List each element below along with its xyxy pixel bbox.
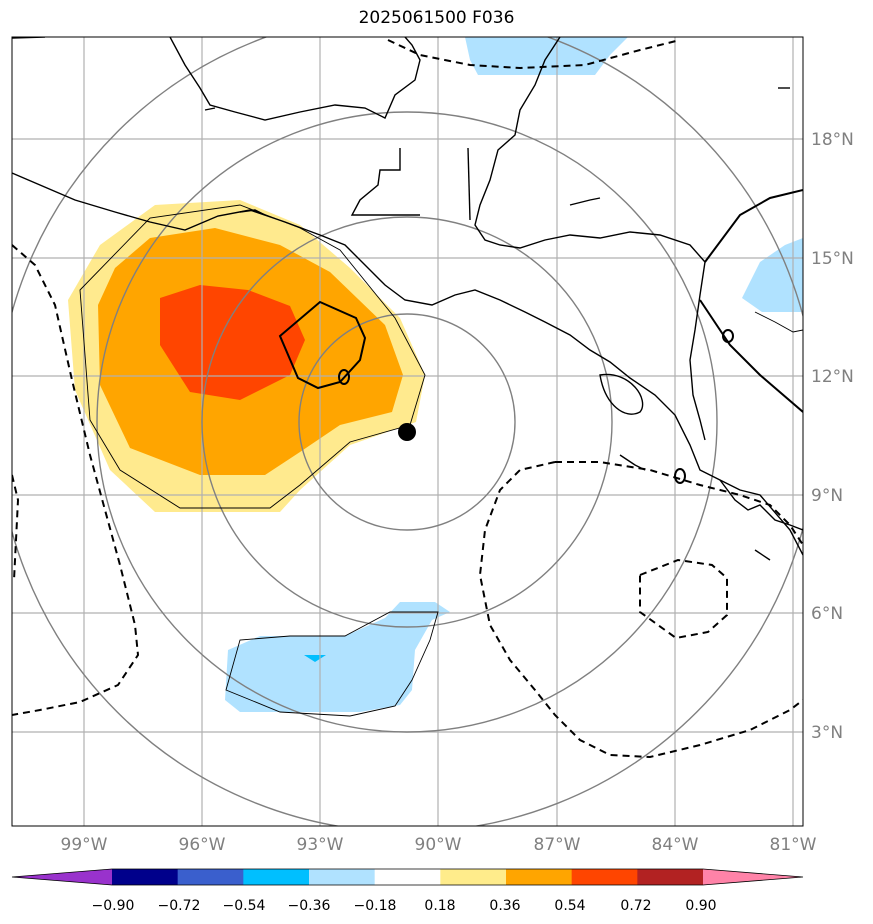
light-blue-fill-south	[225, 602, 450, 712]
red-orange-fill	[160, 285, 305, 400]
colorbar-label: −0.72	[158, 898, 201, 914]
range-rings	[12, 37, 803, 826]
colorbar-label: 0.36	[489, 898, 520, 914]
positive-anomaly-fills	[68, 200, 425, 512]
storm-center-marker	[398, 423, 416, 441]
lat-label: 12°N	[811, 367, 854, 387]
lon-label: 96°W	[179, 835, 226, 855]
light-blue-fill-east	[742, 238, 803, 312]
colorbar-extend-high	[703, 869, 803, 885]
lon-label: 84°W	[652, 835, 699, 855]
lat-label: 18°N	[811, 130, 854, 150]
colorbar-label: −0.36	[288, 898, 331, 914]
latitude-labels: 18°N 15°N 12°N 9°N 6°N 3°N	[811, 130, 854, 743]
lon-label: 93°W	[297, 835, 344, 855]
colorbar-label: 0.18	[424, 898, 455, 914]
colorbar-label: 0.90	[685, 898, 716, 914]
colorbar-label: −0.18	[354, 898, 397, 914]
colorbar-label: −0.90	[92, 898, 135, 914]
colorbar-label: −0.54	[223, 898, 266, 914]
lat-label: 3°N	[811, 723, 843, 743]
negative-anomaly-fills	[225, 37, 803, 712]
lon-label: 90°W	[415, 835, 462, 855]
colorbar-label: 0.54	[554, 898, 585, 914]
lon-label: 81°W	[770, 835, 817, 855]
dashed-contours	[12, 39, 803, 759]
colorbar-segment	[440, 869, 507, 885]
light-blue-fill-north	[465, 37, 628, 75]
coastlines	[12, 37, 803, 561]
colorbar-segment	[309, 869, 376, 885]
map-title: 2025061500 F036	[358, 8, 515, 28]
lat-label: 15°N	[811, 249, 854, 269]
colorbar-outline	[11, 868, 804, 886]
colorbar-segment	[243, 869, 310, 885]
colorbar-labels: −0.90 −0.72 −0.54 −0.36 −0.18 0.18 0.36 …	[92, 898, 717, 914]
lat-label: 6°N	[811, 604, 843, 624]
colorbar-segment	[374, 869, 441, 885]
map-frame	[11, 36, 804, 827]
colorbar-segment	[506, 869, 573, 885]
lon-label: 87°W	[534, 835, 581, 855]
lon-label: 99°W	[61, 835, 108, 855]
lat-label: 9°N	[811, 486, 843, 506]
colorbar-segment	[571, 869, 638, 885]
colorbar-segment	[177, 869, 244, 885]
colorbar-label: 0.72	[620, 898, 651, 914]
colorbar-extend-low	[12, 869, 112, 885]
solid-contours	[278, 189, 803, 484]
longitude-labels: 99°W 96°W 93°W 90°W 87°W 84°W 81°W	[61, 835, 817, 855]
map-area	[12, 37, 803, 826]
colorbar	[11, 868, 804, 886]
colorbar-segment	[112, 869, 179, 885]
solid-contour-loop	[278, 300, 367, 390]
colorbar-segment	[637, 869, 704, 885]
